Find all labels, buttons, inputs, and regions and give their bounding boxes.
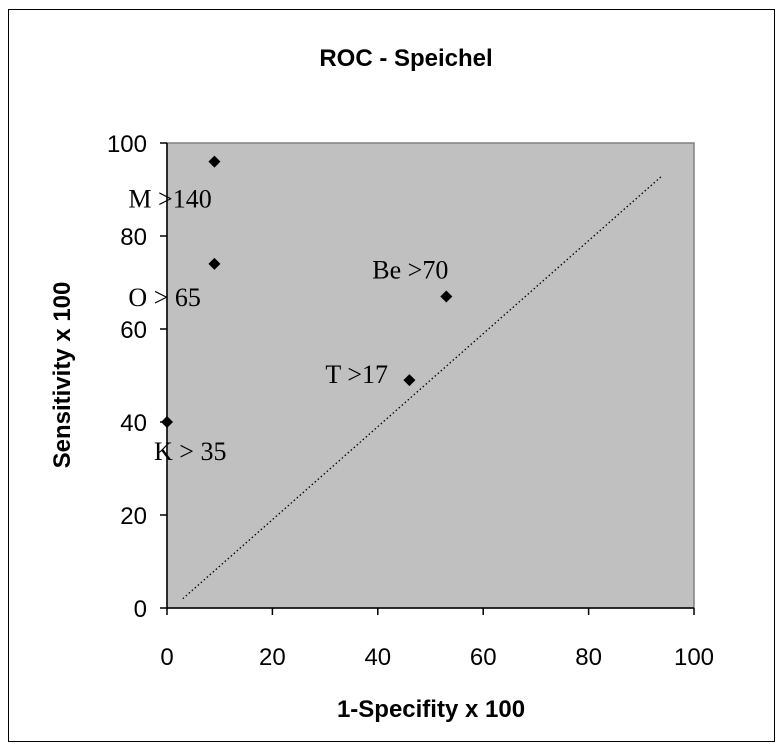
data-point xyxy=(403,374,416,387)
data-point xyxy=(161,416,173,428)
points-layer xyxy=(161,155,453,428)
x-tick-label: 40 xyxy=(364,644,391,671)
y-axis-title: Sensitivity x 100 xyxy=(49,282,76,469)
point-label: M >140 xyxy=(128,185,211,214)
data-point xyxy=(208,257,221,270)
y-tick-label: 0 xyxy=(134,596,147,623)
reference-diagonal-line xyxy=(182,175,663,600)
x-axis-title: 1-Specifity x 100 xyxy=(337,696,525,723)
x-tick-label: 60 xyxy=(470,644,497,671)
x-tick-label: 80 xyxy=(575,644,602,671)
y-tick-label: 20 xyxy=(120,503,147,530)
point-label: O > 65 xyxy=(128,283,200,312)
y-tick-label: 40 xyxy=(120,410,147,437)
point-label: K > 35 xyxy=(154,437,226,466)
data-point xyxy=(208,155,221,168)
x-tick-label: 20 xyxy=(259,644,286,671)
point-label: T >17 xyxy=(325,360,388,389)
y-tick-label: 100 xyxy=(107,131,147,158)
y-tick-label: 80 xyxy=(120,224,147,251)
ticks-layer: 0 20 40 60 80 100 0 20 40 60 80 100 xyxy=(107,131,714,671)
data-point xyxy=(440,290,453,303)
x-tick-label: 100 xyxy=(674,644,714,671)
labels-layer: M >140 O > 65 Be >70 T >17 K > 35 xyxy=(128,185,448,466)
x-tick-label: 0 xyxy=(160,644,173,671)
y-tick-label: 60 xyxy=(120,317,147,344)
point-label: Be >70 xyxy=(372,255,448,284)
chart-title: ROC - Speichel xyxy=(319,45,492,72)
plot-area xyxy=(166,142,695,609)
